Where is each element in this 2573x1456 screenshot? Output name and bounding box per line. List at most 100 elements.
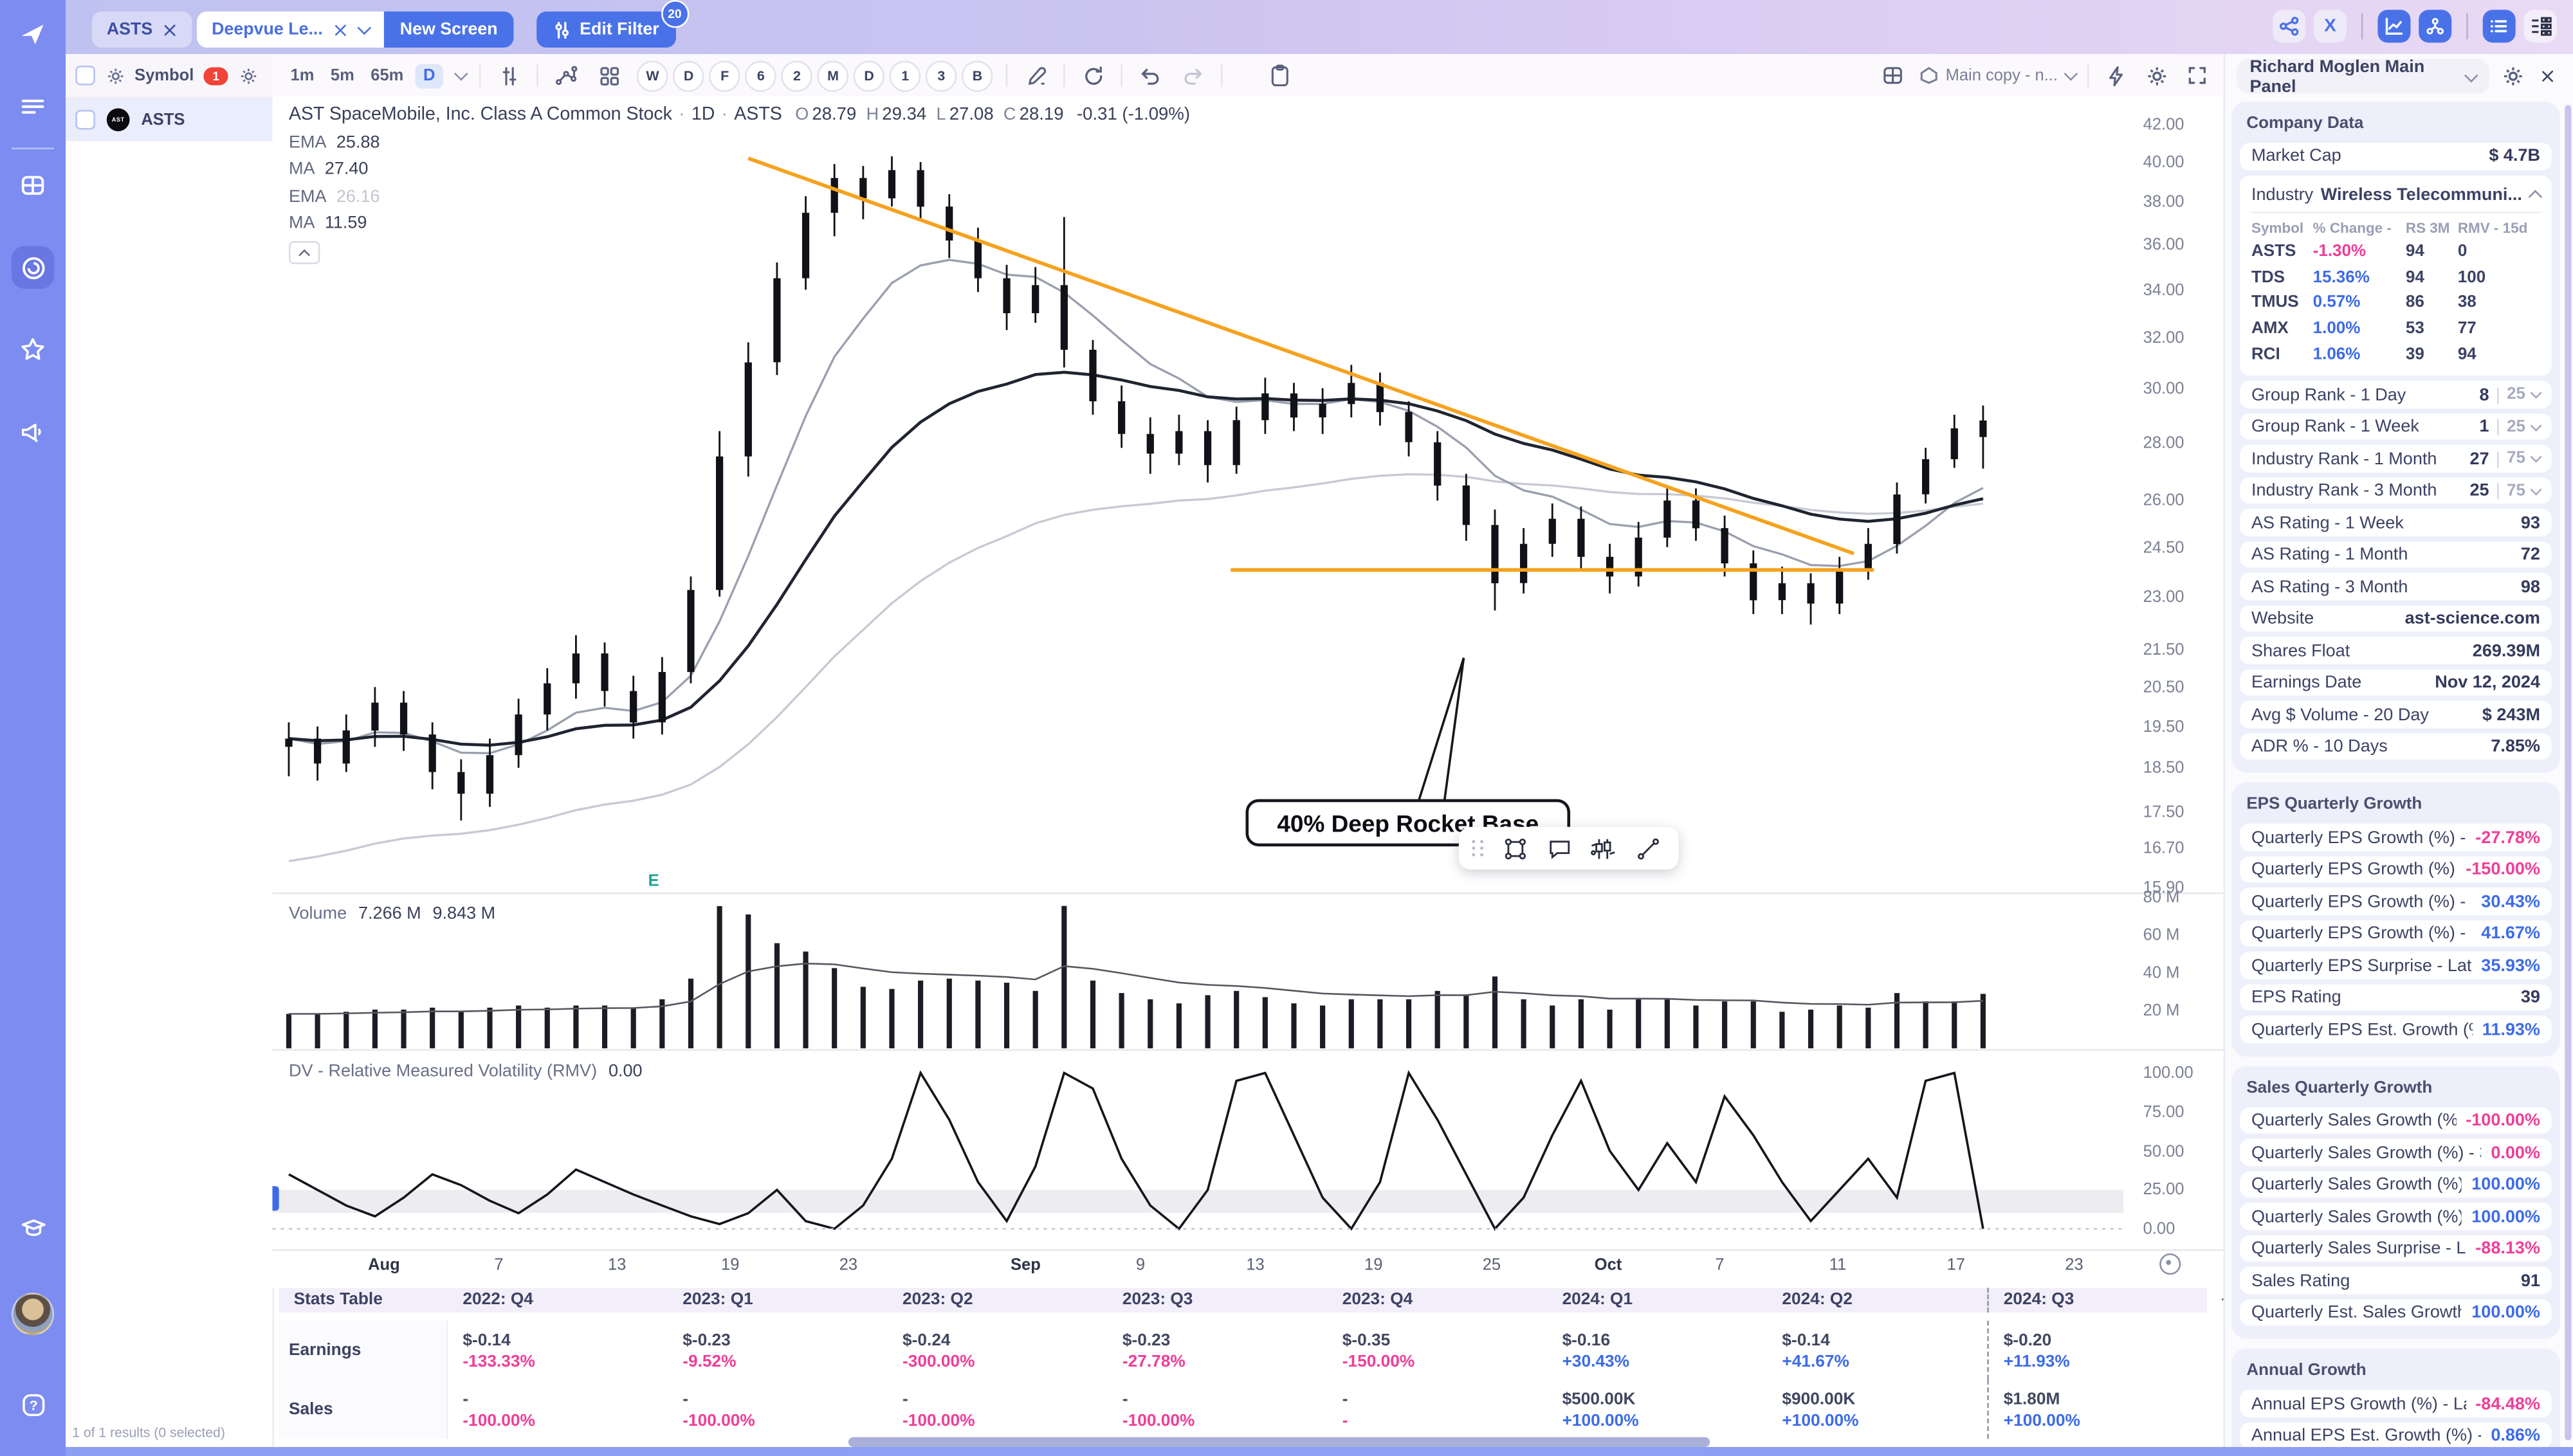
tab-deepvue[interactable]: Deepvue Le...	[197, 11, 384, 48]
gear-icon[interactable]	[2141, 60, 2171, 90]
candle-pattern-icon[interactable]	[1588, 833, 1618, 863]
indicator-settings-icon[interactable]	[494, 60, 524, 90]
period-button-0[interactable]: W	[637, 60, 668, 91]
symbol-column-label[interactable]: Symbol	[134, 66, 194, 85]
go-to-latest-icon[interactable]	[2159, 1253, 2181, 1275]
metric-row[interactable]: Quarterly EPS Growth (%) - 3 ...-150.00%	[2240, 856, 2552, 884]
close-icon[interactable]	[334, 23, 347, 36]
peer-row[interactable]: AMX 1.00% 53 77	[2251, 320, 2477, 339]
help-icon[interactable]: ?	[12, 1383, 54, 1426]
timeframe-1m[interactable]: 1m	[290, 66, 315, 85]
gear-icon[interactable]	[105, 66, 125, 86]
fullscreen-icon[interactable]	[2183, 60, 2212, 90]
indicator-row[interactable]: MA 27.40	[288, 159, 369, 179]
metric-row[interactable]: Earnings Date Nov 12, 2024	[2240, 669, 2552, 696]
period-button-9[interactable]: B	[962, 60, 993, 91]
chevron-down-icon[interactable]	[454, 66, 469, 81]
panel-grid-icon[interactable]	[1878, 60, 1908, 90]
drag-handle-icon[interactable]	[1472, 840, 1485, 857]
list-view-icon[interactable]	[2482, 10, 2516, 43]
metric-row[interactable]: Website ast-science.com	[2240, 605, 2552, 633]
metric-row[interactable]: Quarterly EPS Growth (%) - 2 ...30.43%	[2240, 888, 2552, 916]
metric-row[interactable]: Quarterly Sales Growth (%) - 2...100.00%	[2240, 1171, 2552, 1199]
price-chart[interactable]: E 40% Deep Rocket Base AST SpaceMobile, I…	[272, 96, 2226, 1288]
period-button-5[interactable]: M	[817, 60, 849, 91]
peer-row[interactable]: RCI 1.06% 39 94	[2251, 346, 2477, 365]
close-icon[interactable]	[164, 23, 177, 36]
new-screen-button[interactable]: New Screen	[383, 11, 515, 48]
indicator-row[interactable]: EMA 26.16	[288, 187, 380, 206]
flash-icon[interactable]	[2100, 60, 2130, 90]
metric-row[interactable]: ADR % - 10 Days 7.85%	[2240, 733, 2552, 761]
comment-icon[interactable]	[1544, 833, 1574, 863]
metric-row[interactable]: Industry Rank - 1 Month 27 | 75	[2240, 445, 2552, 473]
industry-card[interactable]: Industry Wireless Telecommuni... Symbol% C…	[2240, 174, 2552, 377]
metric-row[interactable]: AS Rating - 1 Week 93	[2240, 509, 2552, 536]
timeframe-5m[interactable]: 5m	[330, 66, 354, 85]
line-tools-icon[interactable]	[552, 60, 581, 90]
panel-close-icon[interactable]	[2535, 63, 2561, 89]
clipboard-icon[interactable]	[1265, 60, 1295, 90]
period-button-1[interactable]: D	[673, 60, 704, 91]
metric-row[interactable]: Quarterly Sales Growth (%) - 4...-100.00…	[2240, 1107, 2552, 1134]
metric-row[interactable]: Shares Float 269.39M	[2240, 637, 2552, 664]
chart-view-icon[interactable]	[2377, 10, 2411, 43]
indicator-row[interactable]: MA 11.59	[288, 214, 367, 234]
panel-selector[interactable]: Richard Moglen Main Panel	[2237, 57, 2489, 96]
metric-row[interactable]: AS Rating - 3 Month 98	[2240, 573, 2552, 601]
panel-gear-icon[interactable]	[2499, 63, 2525, 89]
metric-row[interactable]: Annual EPS Est. Growth (%) - ... 0.86%	[2240, 1422, 2552, 1447]
period-button-4[interactable]: 2	[781, 60, 813, 91]
indicator-row[interactable]: EMA 25.88	[288, 132, 380, 152]
metric-row[interactable]: Annual EPS Growth (%) - Lates...-84.48%	[2240, 1390, 2552, 1417]
share-icon[interactable]	[2273, 10, 2306, 43]
peer-row[interactable]: ASTS -1.30% 94 0	[2251, 242, 2468, 261]
period-button-8[interactable]: 3	[926, 60, 957, 91]
row-checkbox[interactable]	[75, 109, 95, 130]
app-logo-icon[interactable]	[12, 13, 54, 55]
tab-asts[interactable]: ASTS	[91, 11, 192, 48]
layout-grid-icon[interactable]	[594, 60, 624, 90]
redo-icon[interactable]	[1178, 60, 1208, 90]
draw-icon[interactable]	[1021, 60, 1050, 90]
peer-row[interactable]: TDS 15.36% 94 100	[2251, 268, 2486, 287]
edit-filter-button[interactable]: Edit Filter 20	[536, 0, 689, 48]
chart-canvas[interactable]: E 40% Deep Rocket Base	[272, 97, 2226, 1288]
undo-icon[interactable]	[1136, 60, 1166, 90]
stats-horizontal-scrollbar[interactable]	[848, 1437, 1710, 1447]
x-social-icon[interactable]: X	[2313, 10, 2347, 43]
watchlist-row-asts[interactable]: AST ASTS	[66, 98, 273, 141]
sidebar-item-education[interactable]	[12, 1206, 54, 1248]
panel-scrollbar[interactable]	[2565, 105, 2572, 1441]
graph-nodes-icon[interactable]	[2419, 10, 2452, 43]
gear-icon[interactable]	[238, 66, 258, 86]
metric-row[interactable]: Quarterly Sales Growth (%) - 3... 0.00%	[2240, 1139, 2552, 1167]
sidebar-item-screener[interactable]	[11, 246, 55, 289]
metric-row[interactable]: Quarterly EPS Growth (%) - La...41.67%	[2240, 920, 2552, 947]
metric-row[interactable]: EPS Rating 39	[2240, 984, 2552, 1012]
metric-row[interactable]: Group Rank - 1 Day 8 | 25	[2240, 381, 2552, 408]
metric-row[interactable]: Quarterly Est. Sales Growth (%...100.00%	[2240, 1299, 2552, 1327]
timeframe-active[interactable]: D	[415, 63, 444, 88]
metric-row[interactable]: Sales Rating 91	[2240, 1267, 2552, 1295]
metric-row[interactable]: Industry Rank - 3 Month 25 | 75	[2240, 477, 2552, 505]
sidebar-item-layout[interactable]	[12, 164, 54, 206]
metric-row[interactable]: Market Cap $ 4.7B	[2240, 142, 2552, 170]
metric-row[interactable]: AS Rating - 1 Month 72	[2240, 541, 2552, 569]
period-button-7[interactable]: 1	[890, 60, 921, 91]
app-horizontal-scrollbar[interactable]	[66, 1447, 2573, 1456]
chevron-down-icon[interactable]	[356, 21, 371, 35]
user-avatar[interactable]	[11, 1293, 55, 1336]
metric-row[interactable]: Quarterly Sales Surprise - Lat...-88.13%	[2240, 1235, 2552, 1262]
sidebar-item-announcements[interactable]	[12, 410, 54, 453]
period-button-3[interactable]: 6	[745, 60, 777, 91]
menu-icon[interactable]	[12, 86, 54, 128]
sidebar-item-favorites[interactable]	[12, 328, 54, 370]
metric-row[interactable]: Quarterly EPS Surprise - Lates...35.93%	[2240, 952, 2552, 979]
metric-row[interactable]: Quarterly EPS Growth (%) - 4 ...-27.78%	[2240, 824, 2552, 851]
metric-row[interactable]: Quarterly EPS Est. Growth (%) ...11.93%	[2240, 1016, 2552, 1044]
trendline-icon[interactable]	[1633, 833, 1662, 863]
select-shape-icon[interactable]	[1500, 833, 1530, 863]
metric-row[interactable]: Quarterly Sales Growth (%) - L...100.00%	[2240, 1203, 2552, 1231]
period-button-2[interactable]: F	[709, 60, 740, 91]
